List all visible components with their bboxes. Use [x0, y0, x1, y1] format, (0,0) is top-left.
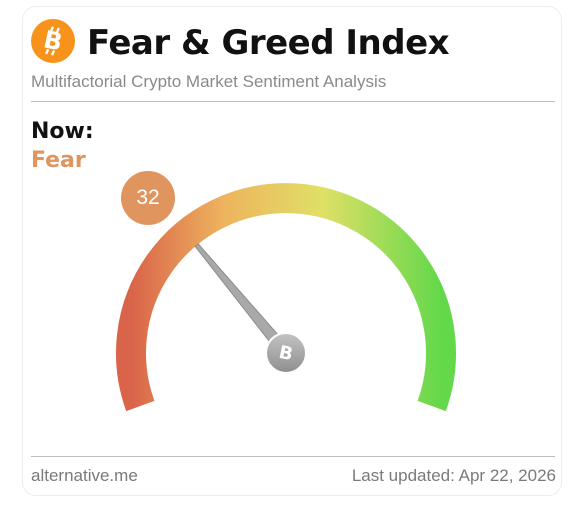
page-title: Fear & Greed Index [87, 23, 450, 63]
sentiment-classification: Fear [31, 148, 86, 173]
gauge-arc [116, 183, 456, 412]
sentiment-gauge: B [116, 183, 456, 412]
source-link[interactable]: alternative.me [31, 466, 138, 485]
fear-greed-widget [22, 6, 562, 496]
bitcoin-logo-icon: B [31, 19, 75, 63]
now-label: Now: [31, 119, 94, 144]
index-value-badge: 32 [121, 171, 175, 225]
svg-text:B: B [277, 342, 295, 365]
header-divider [31, 101, 555, 102]
page-subtitle: Multifactorial Crypto Market Sentiment A… [31, 72, 387, 91]
footer-divider [31, 456, 555, 457]
last-updated-text: Last updated: Apr 22, 2026 [351, 466, 556, 485]
needle-hub-bitcoin-icon: B [265, 332, 307, 374]
